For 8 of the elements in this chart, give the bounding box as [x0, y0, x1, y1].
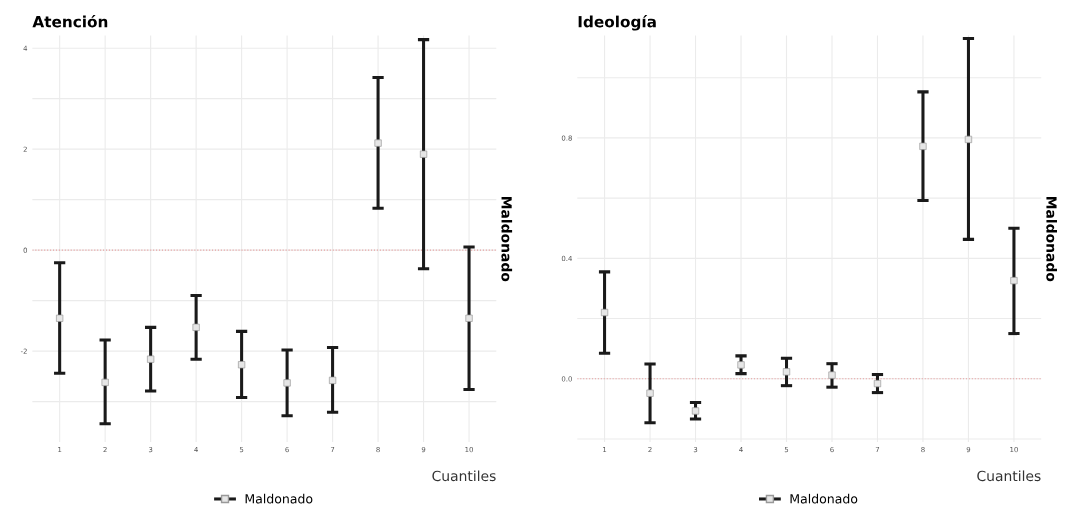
legend-label: Maldonado	[790, 493, 858, 504]
x-axis-title: Cuantiles	[432, 470, 496, 482]
chart-title: Ideología	[578, 15, 656, 31]
y-axis-title: Maldonado	[1046, 196, 1057, 282]
legend-label: Maldonado	[245, 493, 313, 504]
y-axis-title: Maldonado	[501, 196, 513, 282]
chart-title: Atención	[32, 15, 108, 28]
x-axis-title: Cuantiles	[977, 470, 1041, 482]
